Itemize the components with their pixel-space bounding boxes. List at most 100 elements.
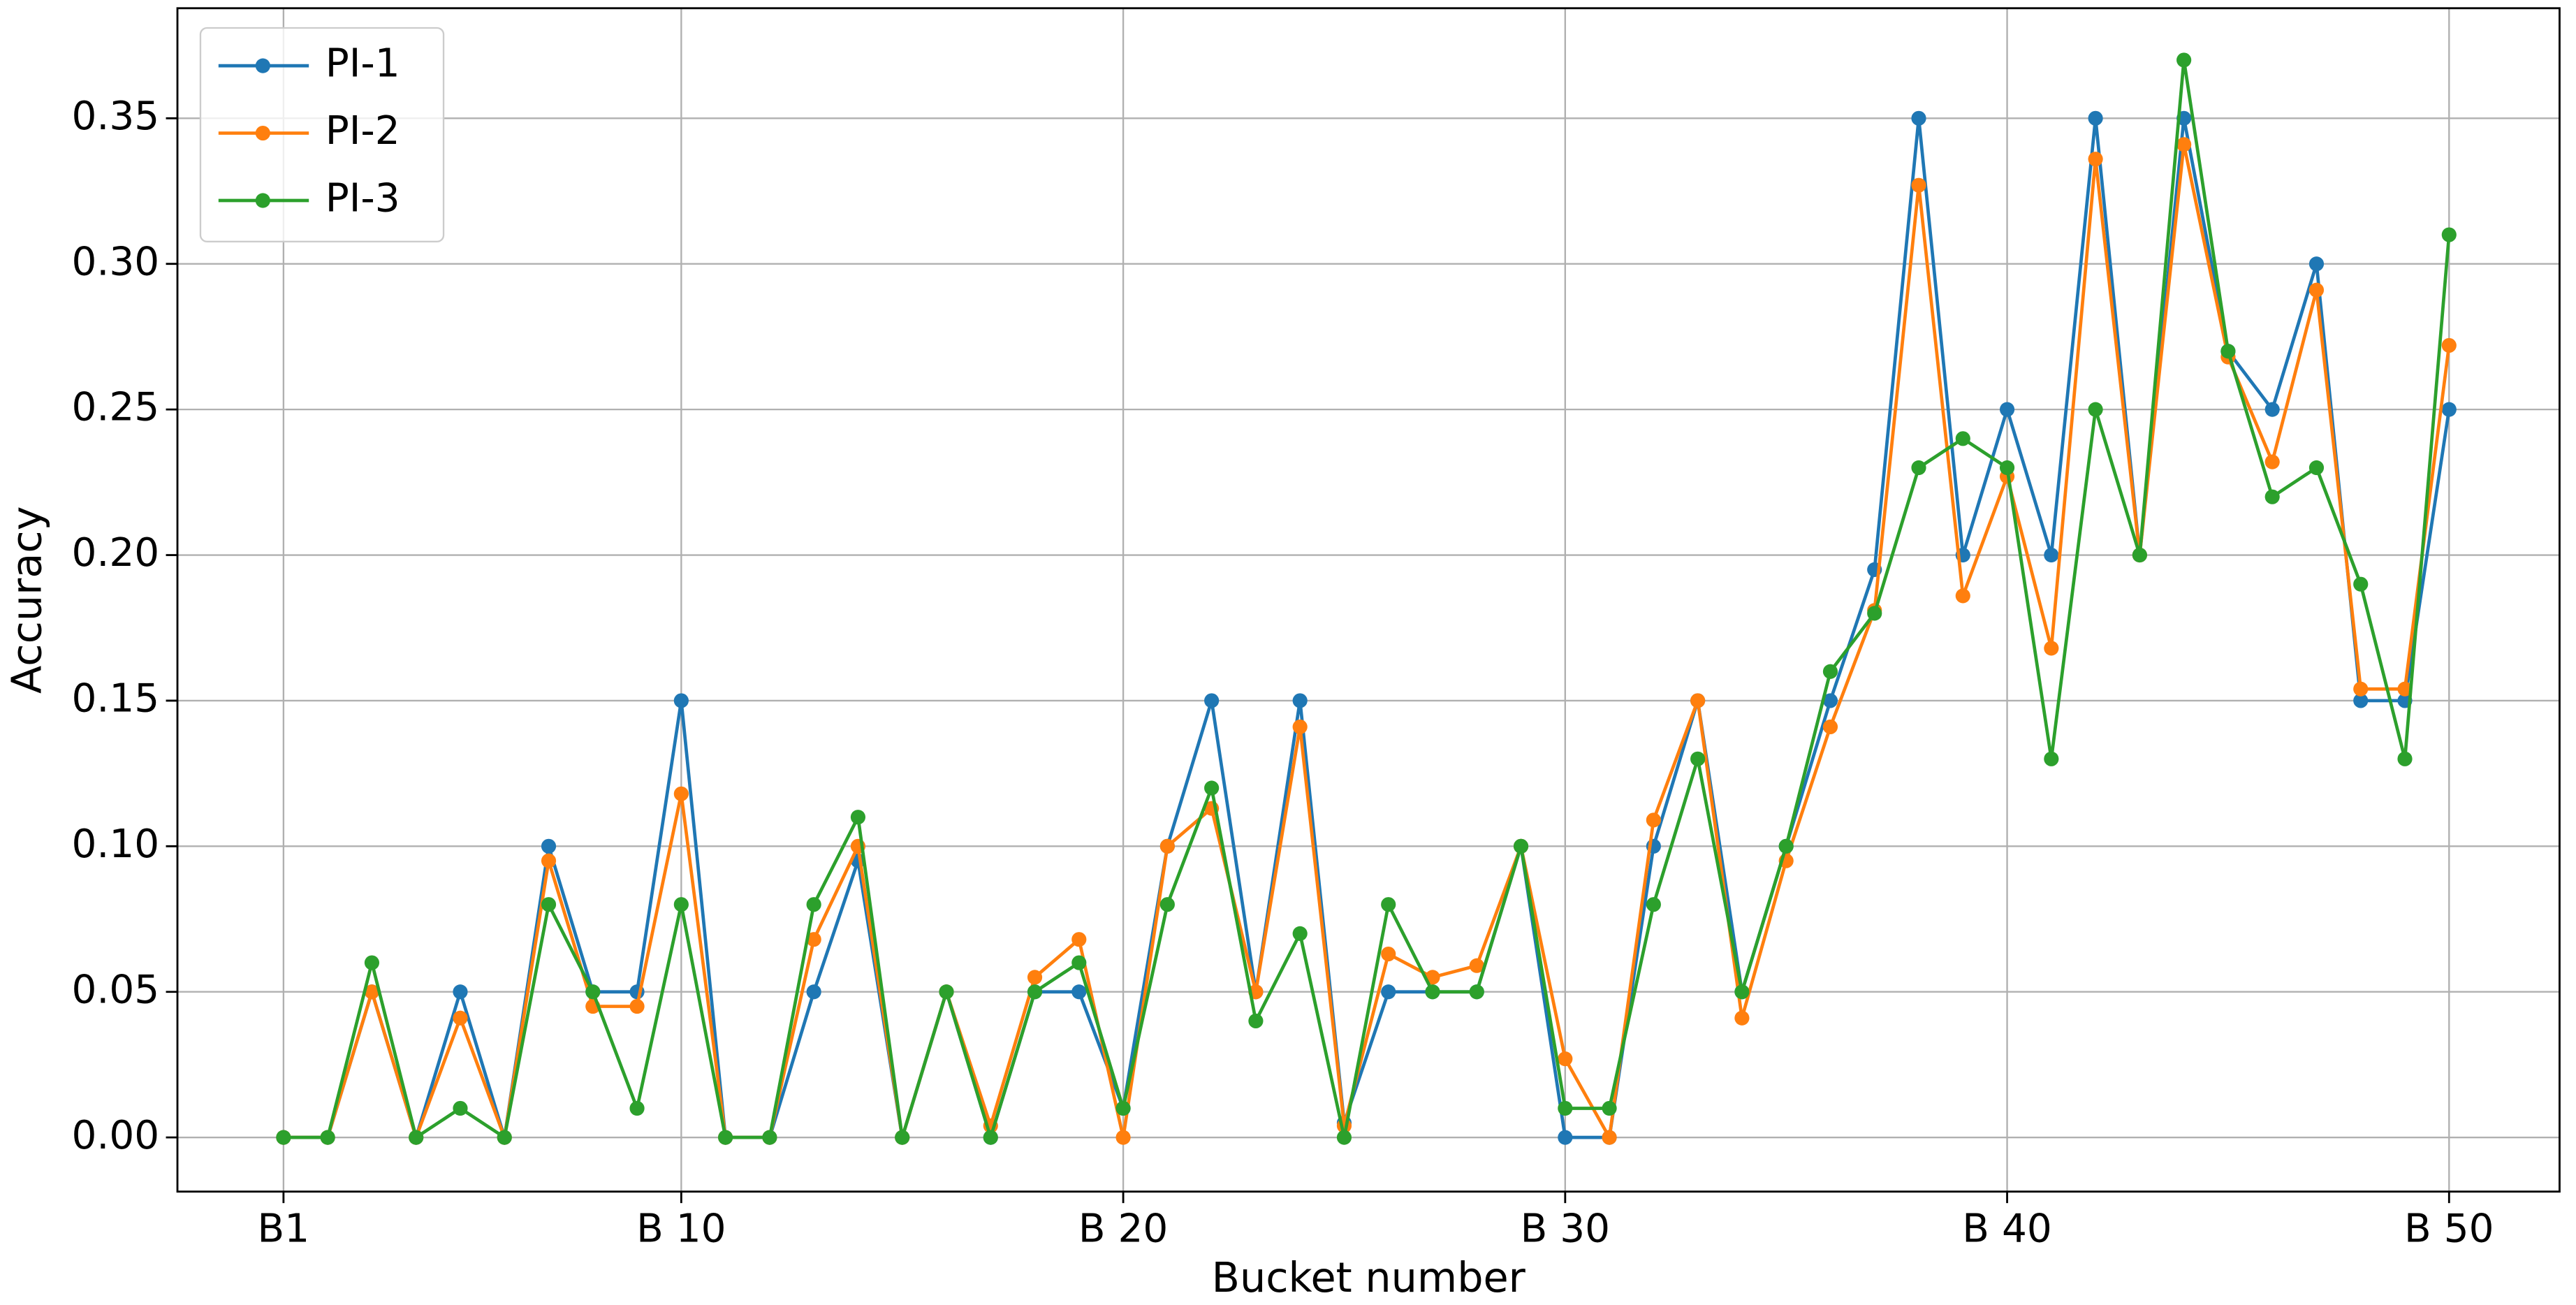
data-point [1690,693,1706,708]
data-point [1292,693,1308,708]
data-point [850,810,866,825]
data-point [541,838,557,854]
data-point [1204,693,1220,708]
data-point [673,786,689,801]
data-point [1425,984,1440,1000]
data-point [673,897,689,912]
data-point [718,1130,733,1145]
x-tick-label: B1 [258,1206,310,1252]
series-line [283,117,2451,1144]
data-point [1381,984,1396,1000]
data-point [2264,454,2280,469]
data-point [2176,52,2192,68]
data-point [2132,547,2147,563]
data-point [1027,984,1043,1000]
data-point [1911,110,1926,126]
data-point [1822,693,1838,708]
legend-label: PI-3 [325,176,400,221]
series-line [283,144,2451,1144]
data-point [1115,1100,1131,1116]
data-point [2220,344,2236,359]
data-point [409,1130,424,1145]
data-point [453,984,468,1000]
data-point [1558,1051,1573,1067]
data-point [541,897,557,912]
data-point [1071,955,1087,970]
data-point [1911,460,1926,476]
data-point [1602,1130,1617,1145]
data-point [1646,812,1661,828]
data-point [1469,984,1484,1000]
data-point [2044,641,2059,656]
data-point [2441,337,2457,353]
x-tick-label: B 10 [636,1206,726,1252]
data-point [1513,838,1529,854]
data-point [1955,431,1970,446]
data-point [2308,282,2325,298]
x-tick-label: B 40 [1962,1206,2051,1252]
y-tick-label: 0.10 [71,822,159,867]
data-point [2353,576,2369,592]
y-tick-label: 0.25 [71,385,159,430]
data-point [629,1100,645,1116]
data-point [1381,897,1396,912]
data-point [2353,681,2369,697]
data-point [1336,1130,1352,1145]
data-point [364,984,380,1000]
data-point [2353,693,2369,708]
data-point [2044,547,2059,563]
data-point [364,955,380,970]
data-point [1911,177,1926,193]
data-point [1955,588,1970,604]
data-point [2441,402,2457,417]
y-tick-label: 0.15 [71,676,159,722]
data-point [806,932,821,947]
legend-box [199,27,445,243]
data-point [1646,897,1661,912]
legend-marker [255,58,270,73]
data-point [2044,751,2059,766]
data-point [1690,751,1706,766]
legend-marker [255,193,270,208]
y-tick-label: 0.20 [71,530,159,576]
legend: PI-1 PI-2 PI-3 [199,27,445,243]
data-point [1822,664,1838,679]
data-point [1381,946,1396,962]
data-point [2088,152,2103,167]
data-point [1734,1010,1750,1026]
data-point [541,853,557,868]
data-point [762,1130,777,1145]
data-point [2264,489,2280,504]
data-point [629,998,645,1014]
data-point [2088,110,2103,126]
data-point [453,1100,468,1116]
series-line [283,59,2451,1144]
x-tick-label: B 50 [2404,1206,2494,1252]
data-point [895,1130,910,1145]
data-point [585,984,601,1000]
data-point [1999,460,2015,476]
data-point [1999,402,2015,417]
data-point [1558,1130,1573,1145]
data-point [1734,984,1750,1000]
data-point [497,1130,512,1145]
legend-label: PI-2 [325,108,400,154]
data-point [1027,970,1043,985]
y-tick-label: 0.00 [71,1113,159,1158]
data-point [1071,984,1087,1000]
data-point [2397,751,2413,766]
x-tick-label: B 30 [1521,1206,1610,1252]
legend-marker [255,125,270,141]
data-point [2441,227,2457,242]
plot-frame [176,7,2561,1193]
data-point [1248,1013,1264,1029]
data-point [2088,402,2103,417]
x-axis-title: Bucket number [1212,1253,1526,1302]
data-point [1115,1130,1131,1145]
data-point [2176,137,2192,152]
data-point [1159,897,1175,912]
data-point [806,897,821,912]
data-point [1469,958,1484,973]
